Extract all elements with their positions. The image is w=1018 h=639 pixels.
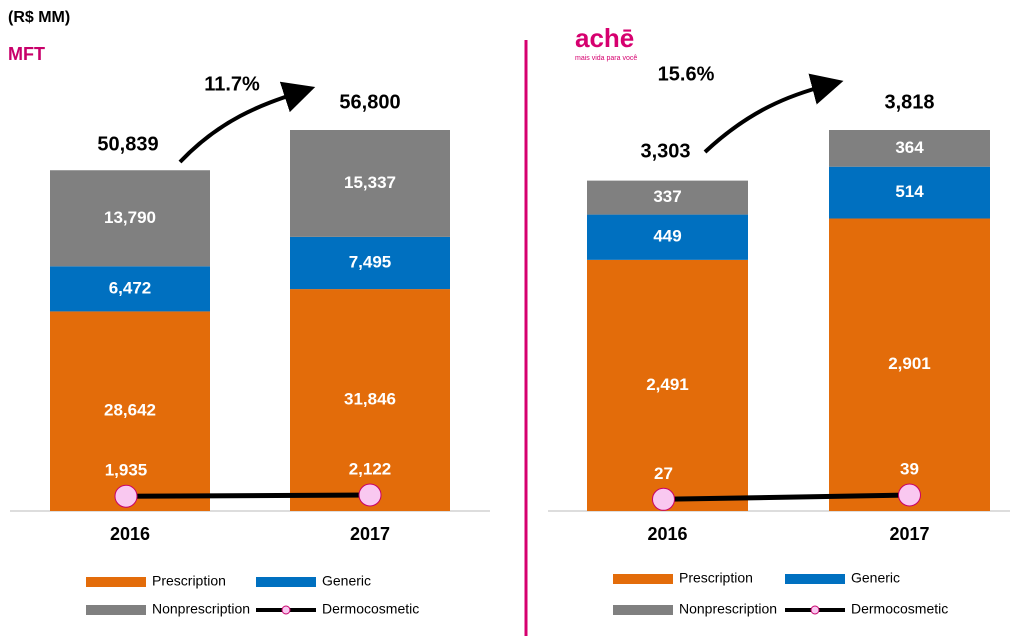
panel-title: MFT	[8, 44, 45, 64]
legend-label: Prescription	[679, 570, 753, 586]
legend-marker	[281, 605, 291, 615]
segment-label: 13,790	[104, 208, 156, 227]
growth-arrow	[178, 81, 316, 164]
legend-label: Dermocosmetic	[322, 601, 419, 617]
segment-label: 337	[653, 187, 681, 206]
bar-segment	[829, 218, 990, 511]
bar-segment	[50, 266, 210, 312]
bar-segment	[290, 130, 450, 237]
segment-label: 31,846	[344, 390, 396, 409]
logo-tagline: mais vida para você	[575, 55, 637, 62]
dermo-marker	[898, 483, 921, 507]
bar-segment	[587, 180, 748, 215]
legend-swatch	[86, 577, 146, 587]
legend-swatch	[86, 605, 146, 615]
dermo-marker	[652, 487, 675, 511]
x-tick-label: 2017	[350, 524, 390, 544]
legend-label: Nonprescription	[152, 601, 250, 617]
dermo-label: 1,935	[105, 461, 148, 480]
growth-arrow	[703, 73, 844, 154]
unit-label: (R$ MM)	[8, 9, 70, 26]
legend-label: Generic	[851, 570, 900, 586]
bar-segment	[587, 214, 748, 260]
total-label: 3,818	[884, 91, 934, 113]
dermo-label: 39	[900, 459, 919, 478]
legend-label: Prescription	[152, 573, 226, 589]
x-tick-label: 2017	[889, 524, 929, 544]
legend-label: Generic	[322, 573, 371, 589]
x-tick-label: 2016	[647, 524, 687, 544]
legend-label: Nonprescription	[679, 601, 777, 617]
logo: achē	[575, 23, 634, 53]
bar-segment	[50, 170, 210, 267]
segment-label: 15,337	[344, 173, 396, 192]
total-label: 3,303	[640, 140, 690, 162]
legend-swatch	[613, 574, 673, 584]
dermo-marker	[358, 483, 382, 507]
legend-swatch	[256, 577, 316, 587]
bar-segment	[829, 166, 990, 219]
legend-label: Dermocosmetic	[851, 601, 948, 617]
dermo-label: 2,122	[349, 459, 392, 478]
segment-label: 364	[895, 138, 924, 157]
total-label: 50,839	[97, 133, 158, 155]
segment-label: 6,472	[109, 278, 152, 297]
dermo-line	[663, 492, 910, 502]
segment-label: 514	[895, 182, 924, 201]
bar-segment	[290, 289, 450, 511]
growth-label: 11.7%	[204, 73, 260, 95]
growth-label: 15.6%	[658, 63, 715, 85]
segment-label: 7,495	[349, 252, 392, 271]
bar-segment	[829, 130, 990, 167]
x-tick-label: 2016	[110, 524, 150, 544]
segment-label: 28,642	[104, 401, 156, 420]
legend-marker	[810, 605, 820, 615]
total-label: 56,800	[339, 91, 400, 113]
bar-segment	[587, 259, 748, 511]
segment-label: 449	[653, 227, 681, 246]
dermo-marker	[114, 484, 138, 508]
bar-segment	[50, 311, 210, 511]
dermo-label: 27	[654, 464, 673, 483]
bar-segment	[290, 236, 450, 290]
dermo-line	[125, 492, 371, 499]
segment-label: 2,491	[646, 375, 689, 394]
segment-label: 2,901	[888, 354, 931, 373]
legend-swatch	[785, 574, 845, 584]
legend-swatch	[613, 605, 673, 615]
